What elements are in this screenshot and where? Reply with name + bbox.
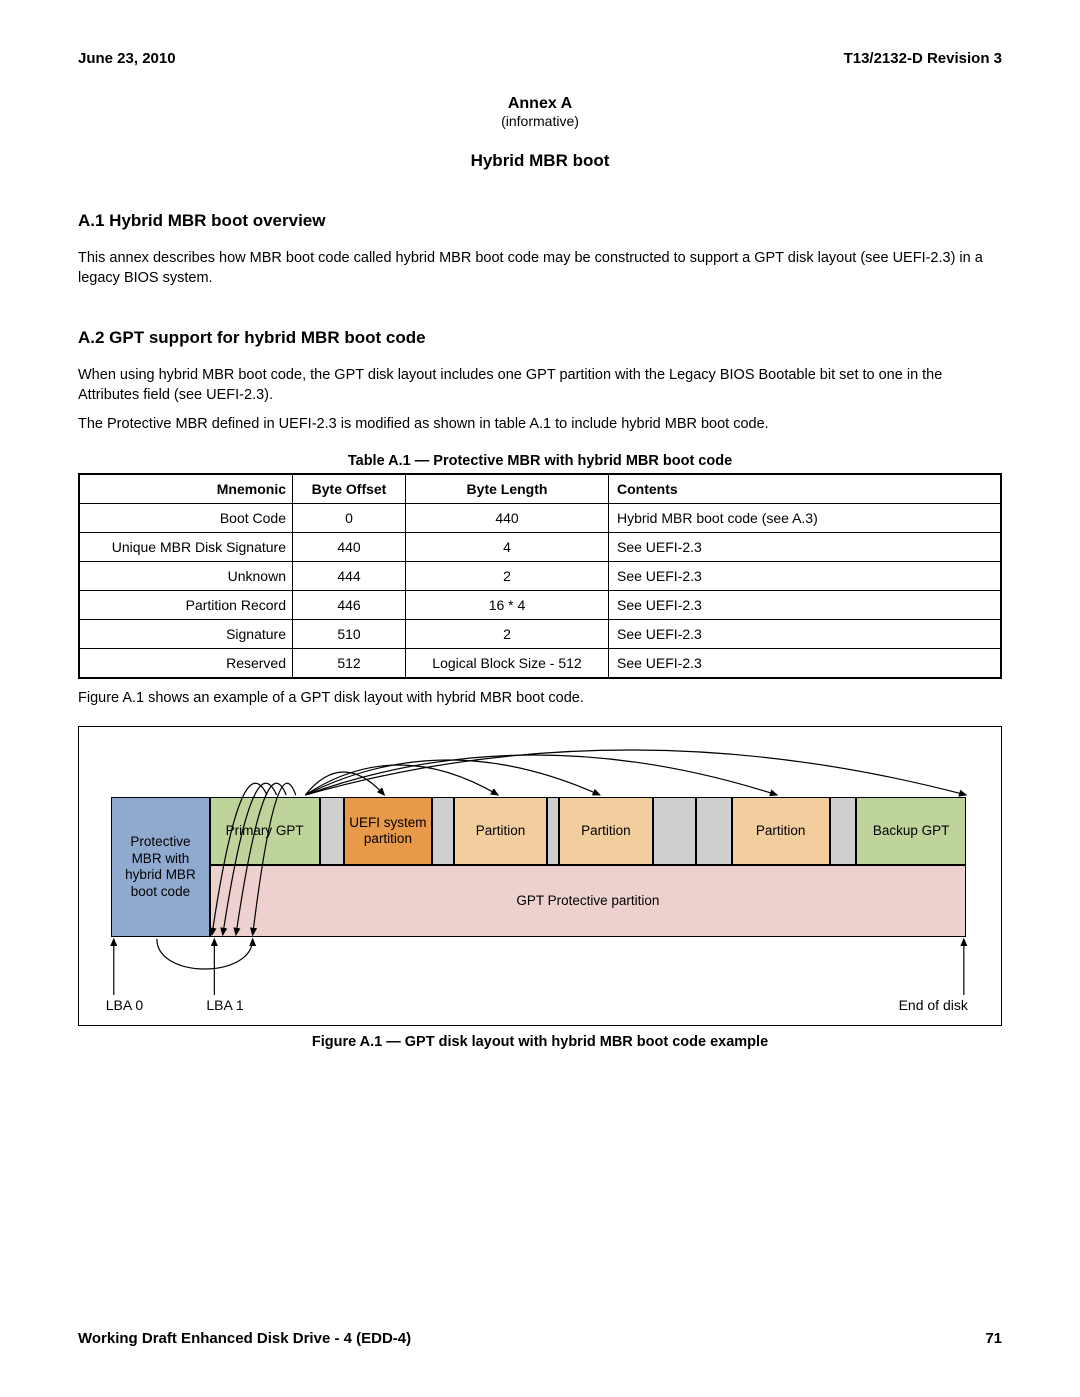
section-a1-heading: A.1 Hybrid MBR boot overview <box>78 211 1002 231</box>
block-gd <box>696 797 732 865</box>
after-table-text: Figure A.1 shows an example of a GPT dis… <box>78 689 1002 709</box>
block-protective: GPT Protective partition <box>210 865 967 937</box>
col-offset: Byte Offset <box>293 474 406 504</box>
block-bgpt: Backup GPT <box>856 797 966 865</box>
block-pgpt: Primary GPT <box>210 797 320 865</box>
page-footer: Working Draft Enhanced Disk Drive - 4 (E… <box>78 1330 1002 1347</box>
table-row: Reserved512Logical Block Size - 512See U… <box>79 648 1001 678</box>
section-a2-p1: When using hybrid MBR boot code, the GPT… <box>78 366 1002 405</box>
block-uefi: UEFI system partition <box>344 797 433 865</box>
col-contents: Contents <box>609 474 1002 504</box>
section-a1-p1: This annex describes how MBR boot code c… <box>78 249 1002 288</box>
table-row: Signature5102See UEFI-2.3 <box>79 619 1001 648</box>
footer-left: Working Draft Enhanced Disk Drive - 4 (E… <box>78 1330 411 1347</box>
table-a1: Mnemonic Byte Offset Byte Length Content… <box>78 473 1002 679</box>
block-g3 <box>547 797 559 865</box>
page-header: June 23, 2010 T13/2132-D Revision 3 <box>78 50 1002 67</box>
table-caption: Table A.1 — Protective MBR with hybrid M… <box>78 453 1002 469</box>
block-g5 <box>830 797 856 865</box>
block-mbr: Protective MBR with hybrid MBR boot code <box>111 797 209 937</box>
footer-page: 71 <box>985 1330 1002 1347</box>
table-row: Boot Code0440Hybrid MBR boot code (see A… <box>79 503 1001 532</box>
block-g2 <box>432 797 454 865</box>
label-lba1: LBA 1 <box>206 997 243 1013</box>
table-row: Unique MBR Disk Signature4404See UEFI-2.… <box>79 532 1001 561</box>
label-lba0: LBA 0 <box>106 997 143 1013</box>
block-g1 <box>320 797 344 865</box>
block-g4 <box>653 797 696 865</box>
col-length: Byte Length <box>406 474 609 504</box>
table-row: Partition Record44616 * 4See UEFI-2.3 <box>79 590 1001 619</box>
header-date: June 23, 2010 <box>78 50 176 67</box>
annex-main: Hybrid MBR boot <box>78 151 1002 171</box>
header-doc-id: T13/2132-D Revision 3 <box>844 50 1002 67</box>
section-a2-p2: The Protective MBR defined in UEFI-2.3 i… <box>78 415 1002 435</box>
label-end: End of disk <box>899 997 968 1013</box>
table-header-row: Mnemonic Byte Offset Byte Length Content… <box>79 474 1001 504</box>
block-p2: Partition <box>559 797 652 865</box>
table-row: Unknown4442See UEFI-2.3 <box>79 561 1001 590</box>
annex-title: Annex A <box>78 95 1002 113</box>
block-p1: Partition <box>454 797 547 865</box>
block-p3: Partition <box>732 797 830 865</box>
col-mnemonic: Mnemonic <box>79 474 293 504</box>
annex-note: (informative) <box>78 113 1002 129</box>
annex-heading: Annex A (informative) Hybrid MBR boot <box>78 95 1002 171</box>
figure-a1: Protective MBR with hybrid MBR boot code… <box>78 726 1002 1026</box>
section-a2-heading: A.2 GPT support for hybrid MBR boot code <box>78 328 1002 348</box>
figure-caption: Figure A.1 — GPT disk layout with hybrid… <box>78 1034 1002 1050</box>
